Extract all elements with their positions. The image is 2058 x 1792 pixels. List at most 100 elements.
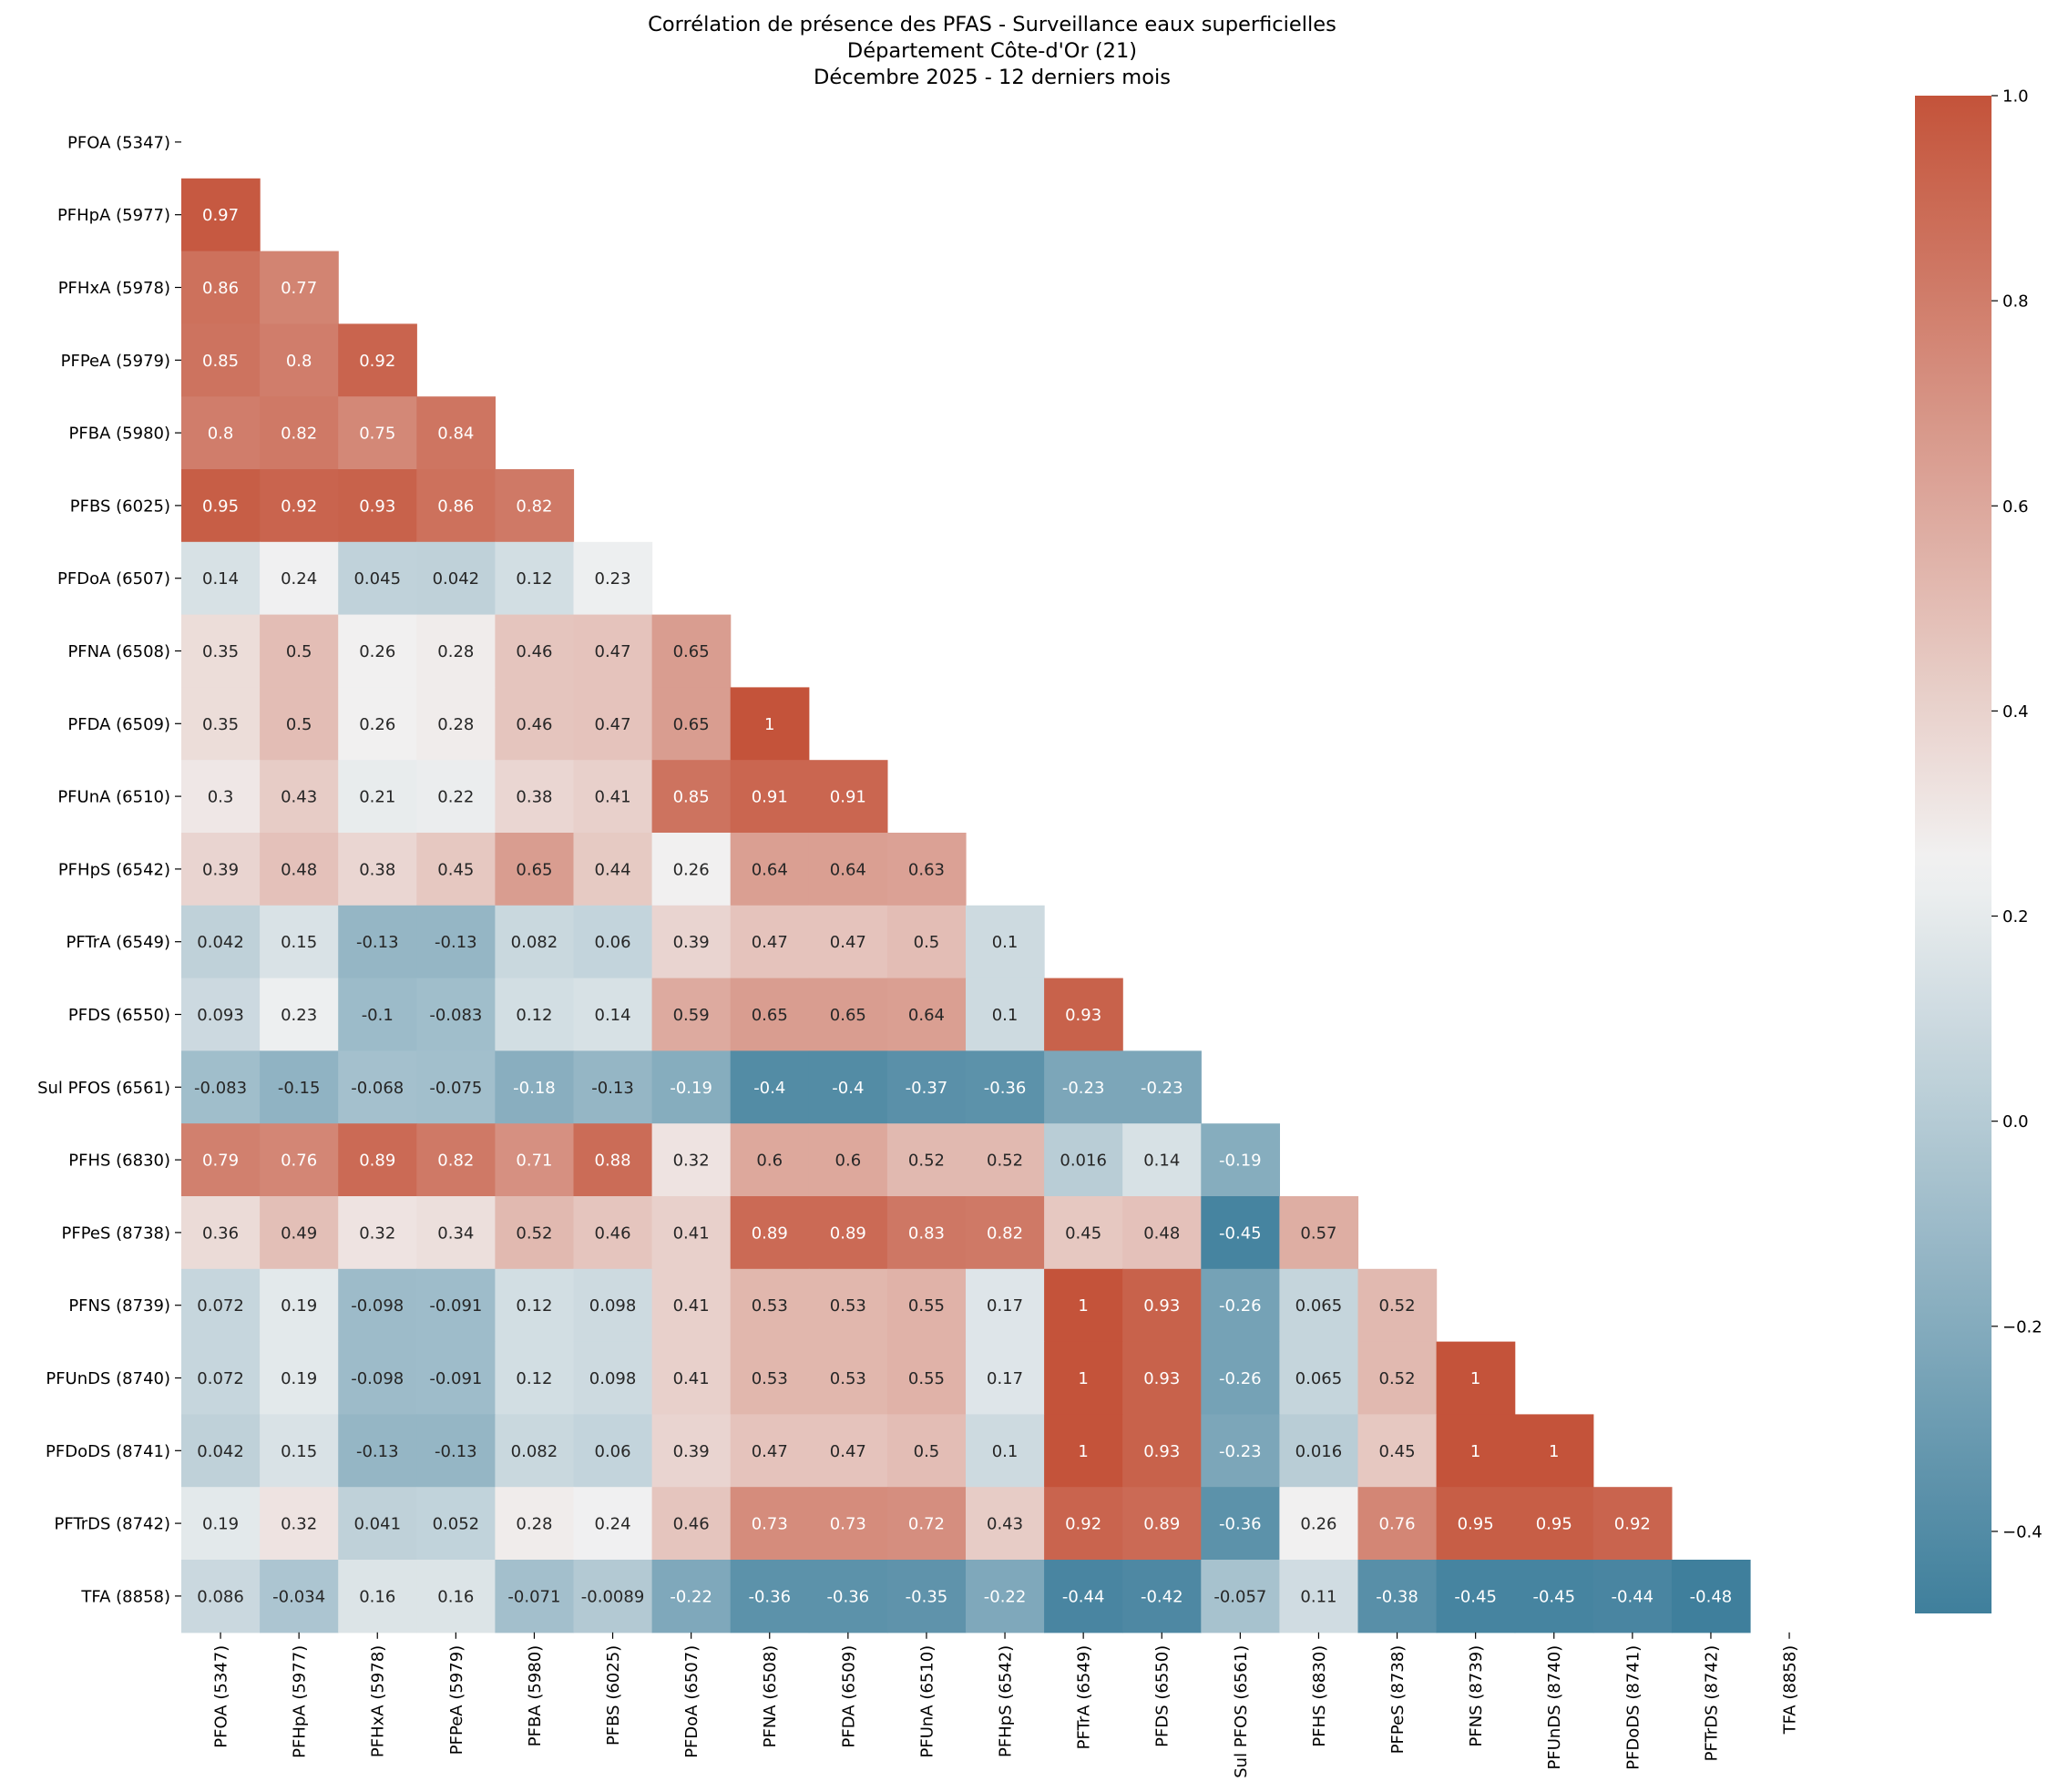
cell-value-label: 0.38 xyxy=(516,788,552,807)
cell-value-label: 0.76 xyxy=(1379,1515,1416,1534)
cell-value-label: -0.45 xyxy=(1454,1587,1497,1606)
cell-value-label: 0.3 xyxy=(208,788,234,807)
cell-value-label: 0.23 xyxy=(595,569,631,589)
cell-value-label: -0.091 xyxy=(429,1296,482,1316)
heatmap-cell xyxy=(1122,1414,1202,1488)
heatmap-cell xyxy=(416,760,496,834)
heatmap-cell xyxy=(338,833,417,906)
heatmap-cell xyxy=(1592,1560,1673,1633)
cell-value-label: 0.23 xyxy=(281,1006,317,1025)
heatmap-cell xyxy=(1201,1560,1280,1633)
heatmap-cell xyxy=(1122,1268,1202,1343)
heatmap-cell xyxy=(181,469,261,543)
cell-value-label: -0.13 xyxy=(356,1442,399,1461)
cell-value-label: -0.23 xyxy=(1141,1079,1183,1098)
heatmap-cell xyxy=(181,687,261,761)
cell-value-label: 0.12 xyxy=(516,1296,552,1316)
heatmap-cell xyxy=(966,978,1045,1051)
heatmap-cell xyxy=(1357,1487,1438,1561)
heatmap-cell xyxy=(1514,1560,1594,1633)
x-tick-label: TFA (8858) xyxy=(1781,1645,1800,1736)
cell-value-label: 0.16 xyxy=(437,1587,474,1606)
heatmap-cell xyxy=(416,1050,496,1124)
cell-value-label: 0.46 xyxy=(516,715,552,734)
y-axis-tick-labels: PFOA (5347) PFHpA (5977) PFHxA (5978) PFPeA… xyxy=(37,133,181,1606)
cell-value-label: 0.65 xyxy=(673,715,710,734)
heatmap-cell xyxy=(181,1268,261,1343)
cell-value-label: 0.47 xyxy=(830,933,866,952)
y-tick-label: PFHS (6830) xyxy=(68,1152,170,1171)
cell-value-label: 0.1 xyxy=(992,1442,1019,1461)
heatmap-cell xyxy=(1279,1414,1359,1488)
heatmap-cell xyxy=(181,905,261,979)
heatmap-cell xyxy=(338,1050,417,1124)
cell-value-label: 0.098 xyxy=(589,1296,637,1316)
cell-value-label: 1 xyxy=(1470,1442,1480,1461)
heatmap-cell xyxy=(338,1196,417,1270)
cell-value-label: 0.92 xyxy=(1065,1515,1101,1534)
heatmap-cell xyxy=(260,978,339,1051)
heatmap-cell xyxy=(495,978,575,1051)
cell-value-label: 0.32 xyxy=(281,1515,317,1534)
cell-value-label: 0.65 xyxy=(516,860,552,879)
heatmap-cell xyxy=(416,541,496,616)
cell-value-label: 0.75 xyxy=(359,425,395,444)
heatmap-cell xyxy=(1357,1414,1438,1488)
cell-value-label: 0.14 xyxy=(1143,1152,1180,1171)
cell-value-label: 0.97 xyxy=(202,206,239,225)
heatmap-cell xyxy=(573,905,653,979)
cell-value-label: -0.45 xyxy=(1532,1587,1575,1606)
heatmap-cell xyxy=(260,614,339,688)
cell-value-label: 0.89 xyxy=(1143,1515,1180,1534)
cell-value-label: 0.6 xyxy=(835,1152,862,1171)
heatmap-cell xyxy=(1122,1196,1202,1270)
heatmap-cell xyxy=(338,541,417,616)
heatmap-cell xyxy=(1357,1560,1438,1633)
y-tick-label: Sul PFOS (6561) xyxy=(37,1079,170,1098)
cell-value-label: 0.36 xyxy=(202,1224,239,1243)
cell-value-label: -0.38 xyxy=(1376,1587,1418,1606)
heatmap-cell xyxy=(181,1487,261,1561)
cell-value-label: 0.41 xyxy=(673,1224,710,1243)
heatmap-cell xyxy=(181,1123,261,1197)
cell-value-label: 0.41 xyxy=(595,788,631,807)
cell-value-label: 0.065 xyxy=(1295,1296,1343,1316)
cell-value-label: 0.95 xyxy=(1536,1515,1572,1534)
heatmap-cell xyxy=(260,1341,339,1415)
cell-value-label: 0.92 xyxy=(281,497,317,516)
x-tick-label: PFNS (8739) xyxy=(1467,1645,1486,1747)
heatmap-cell xyxy=(730,1341,810,1415)
heatmap-cell xyxy=(808,1487,888,1561)
cell-value-label: 0.59 xyxy=(673,1006,710,1025)
heatmap-cell xyxy=(260,469,339,543)
heatmap-cell xyxy=(181,541,261,616)
cell-value-label: 0.52 xyxy=(1379,1296,1416,1316)
heatmap-cell xyxy=(730,1123,810,1197)
cell-value-label: 0.12 xyxy=(516,1006,552,1025)
heatmap-cell xyxy=(260,1050,339,1124)
cell-value-label: 0.76 xyxy=(281,1152,317,1171)
heatmap-cell xyxy=(1201,1414,1280,1488)
y-tick-label: PFHpA (5977) xyxy=(57,206,170,225)
heatmap-cell xyxy=(1279,1268,1359,1343)
heatmap-cell xyxy=(495,1414,575,1488)
heatmap-cell xyxy=(181,1560,261,1633)
heatmap-cell xyxy=(573,1050,653,1124)
cell-value-label: 0.46 xyxy=(673,1515,710,1534)
cell-value-label: 0.47 xyxy=(595,715,631,734)
cell-value-label: -0.057 xyxy=(1213,1587,1266,1606)
cell-value-label: 0.065 xyxy=(1295,1369,1343,1388)
cell-value-label: 0.73 xyxy=(752,1515,788,1534)
cell-value-label: 0.16 xyxy=(359,1587,395,1606)
y-tick-label: PFUnA (6510) xyxy=(57,788,170,807)
cell-value-label: 0.52 xyxy=(908,1152,945,1171)
y-tick-label: PFPeS (8738) xyxy=(62,1224,171,1243)
cell-value-label: 0.24 xyxy=(281,569,317,589)
cell-value-label: 0.65 xyxy=(830,1006,866,1025)
heatmap-cell xyxy=(651,1196,732,1270)
heatmap-cell xyxy=(181,1050,261,1124)
heatmap-cell xyxy=(886,833,967,906)
cell-value-label: -0.48 xyxy=(1690,1587,1733,1606)
cell-value-label: 1 xyxy=(1470,1369,1480,1388)
heatmap-cell xyxy=(1044,978,1123,1051)
